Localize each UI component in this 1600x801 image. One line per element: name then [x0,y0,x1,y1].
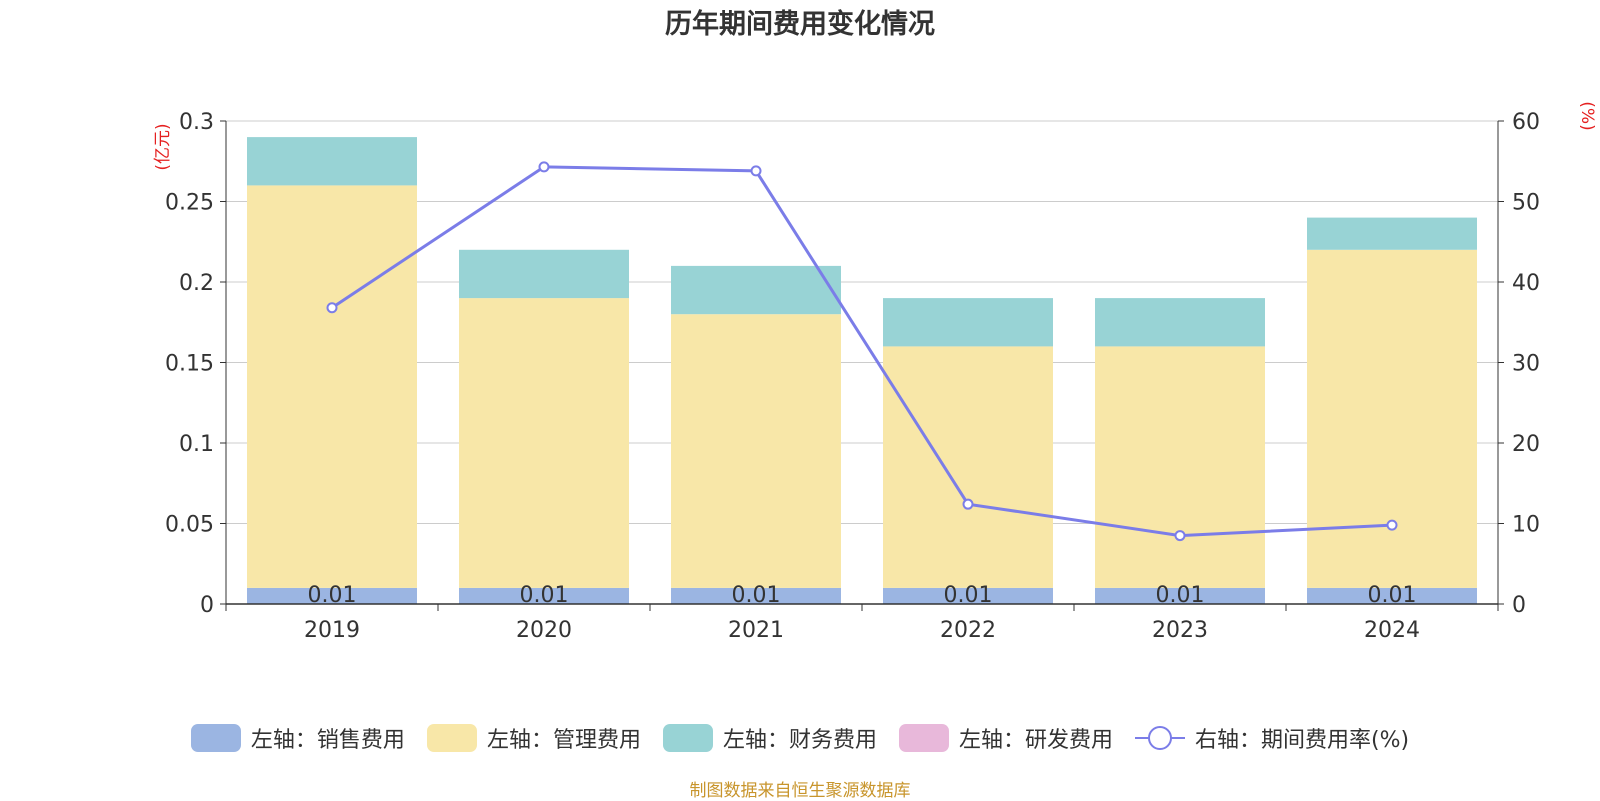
bar-segment [1095,346,1265,588]
axes: 0 0.05 0.1 0.15 0.2 0.25 0.3 0 10 20 30 40 50 60 2019 2… [165,110,1540,643]
bar-segment [247,185,417,588]
line-point [538,161,550,173]
legend-item-admin[interactable]: 左轴：管理费用 [426,722,641,754]
bar-segment [883,346,1053,588]
bars: 0.01 0.01 0.01 0.01 0.01 0.01 [247,137,1477,608]
x-tick-label: 2022 [940,618,996,643]
bar-segment [459,298,629,588]
left-tick-label: 0.15 [165,352,214,377]
bar-segment [459,587,629,604]
legend-label-finance: 左轴：财务费用 [722,728,877,753]
x-tick-label: 2023 [1152,618,1208,643]
bar-segment [1095,298,1265,347]
right-axis-label: (%) [1577,101,1597,130]
right-tick-label: 10 [1512,513,1540,538]
chart: 历年期间费用变化情况 0.01 0.01 0.01 0.01 0.01 0.01 0 0.0… [153,8,1597,643]
left-tick-label: 0.3 [179,110,214,135]
legend-label-admin: 左轴：管理费用 [486,728,641,753]
left-tick-label: 0.25 [165,191,214,216]
left-tick-label: 0.05 [165,513,214,538]
bar-segment [247,137,417,186]
source-note: 制图数据来自恒生聚源数据库 [689,781,911,801]
gridlines [226,120,1498,524]
left-tick-label: 0.1 [179,432,214,457]
legend-swatch-admin [426,724,477,752]
legend-swatch-expense-ratio [1134,724,1185,752]
left-tick-label: 0 [200,593,214,618]
line-path [331,165,1393,538]
x-tick-label: 2019 [304,618,360,643]
right-tick-label: 40 [1512,271,1540,296]
bar-segment [247,587,417,604]
bar-segment [459,249,629,299]
line-point [750,165,762,177]
legend-item-sales[interactable]: 左轴：销售费用 [190,722,405,754]
bar-segment [671,314,841,588]
legend-item-finance[interactable]: 左轴：财务费用 [662,722,877,754]
legend-label-sales: 左轴：销售费用 [250,728,405,753]
legend-label-rnd: 左轴：研发费用 [958,728,1113,753]
x-tick-label: 2021 [728,618,784,643]
legend-swatch-sales [190,724,241,752]
legend-swatch-finance [662,724,713,752]
right-tick-label: 60 [1512,110,1540,135]
right-tick-label: 0 [1512,593,1526,618]
right-tick-label: 50 [1512,191,1540,216]
bar-segment [883,298,1053,347]
left-axis-label: (亿元) [153,123,173,170]
right-tick-label: 30 [1512,352,1540,377]
legend-item-expense-ratio[interactable]: 右轴：期间费用率(%) [1134,722,1410,754]
legend-swatch-rnd [898,724,949,752]
line-point [962,498,974,510]
line-point [1386,519,1398,531]
line-point [1174,530,1186,542]
legend: 左轴：销售费用 左轴：管理费用 左轴：财务费用 左轴：研发费用 右轴：期间费用率… [0,720,1600,756]
chart-title: 历年期间费用变化情况 [665,8,935,40]
line-series [326,161,1398,542]
x-tick-label: 2024 [1364,618,1420,643]
bar-segment [671,587,841,604]
bar-segment [883,587,1053,604]
left-tick-label: 0.2 [179,271,214,296]
legend-label-expense-ratio: 右轴：期间费用率(%) [1194,728,1410,753]
bar-segment [1307,587,1477,604]
right-tick-label: 20 [1512,432,1540,457]
bar-segment [1307,249,1477,588]
line-point [326,302,338,314]
bar-segment [1095,587,1265,604]
legend-item-rnd[interactable]: 左轴：研发费用 [898,722,1113,754]
bar-segment [1307,217,1477,250]
bar-segment [671,265,841,315]
x-tick-label: 2020 [516,618,572,643]
